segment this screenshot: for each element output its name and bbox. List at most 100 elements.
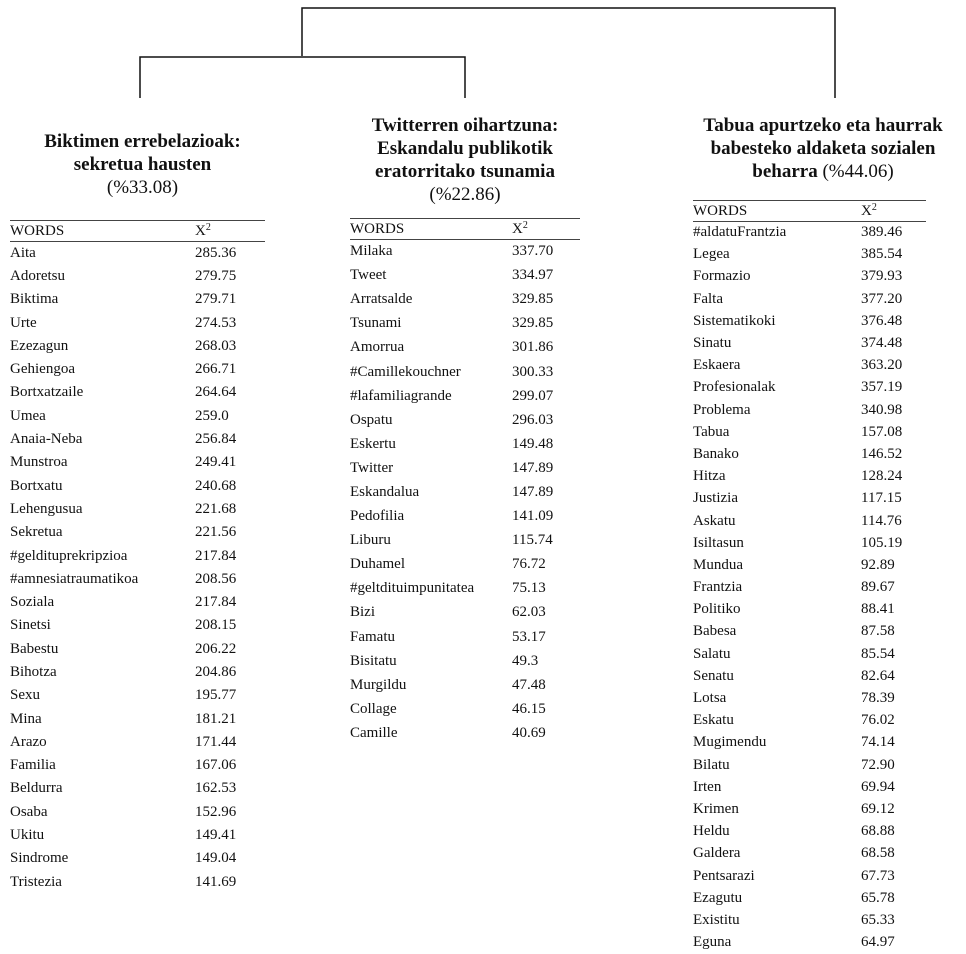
table-row: Camille 40.69 bbox=[350, 721, 580, 745]
table-row: Politiko 88.41 bbox=[693, 599, 926, 621]
chi-square-cell: 128.24 bbox=[861, 468, 903, 485]
table-row: Ezagutu 65.78 bbox=[693, 887, 926, 909]
word-cell: Heldu bbox=[693, 823, 730, 840]
table-row: Frantzia 89.67 bbox=[693, 577, 926, 599]
table-row: Collage 46.15 bbox=[350, 697, 580, 721]
table-header-row: WORDS X2 bbox=[693, 200, 926, 222]
table-row: Mina 181.21 bbox=[10, 707, 265, 730]
word-cell: Sinatu bbox=[693, 335, 732, 352]
cluster-3-rows: #aldatuFrantzia 389.46 Legea 385.54 Formazio… bbox=[693, 222, 926, 954]
cluster-2-title-line-1: Twitterren oihartzuna: bbox=[371, 115, 559, 136]
table-row: Urte 274.53 bbox=[10, 311, 265, 334]
chi-square-cell: 340.98 bbox=[861, 401, 903, 418]
table-row: Mugimendu 74.14 bbox=[693, 732, 926, 754]
cluster-2-heading: Twitterren oihartzuna: Eskandalu publiko… bbox=[345, 114, 585, 206]
word-cell: Ezagutu bbox=[693, 889, 743, 906]
word-cell: Eskaera bbox=[693, 357, 741, 374]
table-row: Mundua 92.89 bbox=[693, 554, 926, 576]
chi-square-cell: 69.94 bbox=[861, 778, 895, 795]
word-cell: Arazo bbox=[10, 733, 47, 750]
word-cell: Murgildu bbox=[350, 676, 407, 693]
word-cell: Sinetsi bbox=[10, 617, 51, 634]
cluster-3-title-line-3: beharra bbox=[752, 161, 818, 182]
word-cell: Bihotza bbox=[10, 663, 57, 680]
table-row: Sindrome 149.04 bbox=[10, 847, 265, 870]
chi-square-cell: 217.84 bbox=[195, 594, 237, 611]
chi-square-cell: 208.15 bbox=[195, 617, 237, 634]
word-cell: Sindrome bbox=[10, 850, 69, 867]
chi-square-cell: 87.58 bbox=[861, 623, 895, 640]
chi-square-cell: 167.06 bbox=[195, 757, 237, 774]
chi-square-cell: 299.07 bbox=[512, 387, 554, 404]
chi-square-cell: 149.41 bbox=[195, 827, 237, 844]
table-row: Biktima 279.71 bbox=[10, 288, 265, 311]
word-cell: Sistematikoki bbox=[693, 312, 776, 329]
word-cell: Ospatu bbox=[350, 411, 393, 428]
chi-square-cell: 301.86 bbox=[512, 339, 554, 356]
chi-square-cell: 82.64 bbox=[861, 667, 895, 684]
word-cell: Sekretua bbox=[10, 524, 63, 541]
chi-square-cell: 149.48 bbox=[512, 435, 554, 452]
table-row: Existitu 65.33 bbox=[693, 909, 926, 931]
table-row: Heldu 68.88 bbox=[693, 821, 926, 843]
word-cell: Tristezia bbox=[10, 873, 62, 890]
chi-square-cell: 65.33 bbox=[861, 911, 895, 928]
chi-square-cell: 72.90 bbox=[861, 756, 895, 773]
table-row: Sekretua 221.56 bbox=[10, 521, 265, 544]
table-row: Duhamel 76.72 bbox=[350, 553, 580, 577]
table-row: Tsunami 329.85 bbox=[350, 312, 580, 336]
word-cell: Salatu bbox=[693, 645, 731, 662]
word-cell: Lotsa bbox=[693, 690, 727, 707]
chi-square-column-header: X2 bbox=[512, 218, 580, 240]
word-cell: Munstroa bbox=[10, 454, 68, 471]
table-header-row: WORDS X2 bbox=[350, 218, 580, 240]
word-cell: Eskatu bbox=[693, 712, 734, 729]
cluster-2-rows: Milaka 337.70 Tweet 334.97 Arratsalde 329.85 T… bbox=[350, 240, 580, 746]
word-cell: #aldatuFrantzia bbox=[693, 224, 787, 241]
chi-superscript: 2 bbox=[871, 201, 877, 213]
table-row: Justizia 117.15 bbox=[693, 488, 926, 510]
word-cell: Mina bbox=[10, 710, 42, 727]
chi-square-cell: 62.03 bbox=[512, 604, 546, 621]
table-row: Murgildu 47.48 bbox=[350, 673, 580, 697]
chi-symbol: X bbox=[512, 220, 523, 237]
table-row: Sexu 195.77 bbox=[10, 684, 265, 707]
table-header-row: WORDS X2 bbox=[10, 220, 265, 242]
word-cell: Osaba bbox=[10, 803, 48, 820]
word-cell: Tsunami bbox=[350, 315, 402, 332]
word-cell: Problema bbox=[693, 401, 751, 418]
table-row: Beldurra 162.53 bbox=[10, 777, 265, 800]
word-cell: #Camillekouchner bbox=[350, 363, 461, 380]
table-row: Ezezagun 268.03 bbox=[10, 335, 265, 358]
table-row: Galdera 68.58 bbox=[693, 843, 926, 865]
chi-square-cell: 141.09 bbox=[512, 508, 554, 525]
chi-square-cell: 115.74 bbox=[512, 532, 553, 549]
words-column-header: WORDS bbox=[350, 218, 512, 240]
word-cell: Existitu bbox=[693, 911, 740, 928]
table-row: Senatu 82.64 bbox=[693, 665, 926, 687]
chi-square-cell: 88.41 bbox=[861, 601, 895, 618]
word-cell: Lehengusua bbox=[10, 500, 83, 517]
word-cell: Justizia bbox=[693, 490, 738, 507]
chi-square-cell: 141.69 bbox=[195, 873, 237, 890]
table-row: Tristezia 141.69 bbox=[10, 871, 265, 894]
table-row: #lafamiliagrande 299.07 bbox=[350, 384, 580, 408]
cluster-1-heading: Biktimen errebelazioak: sekretua hausten… bbox=[10, 130, 275, 199]
word-cell: Krimen bbox=[693, 800, 739, 817]
word-cell: #amnesiatraumatikoa bbox=[10, 570, 139, 587]
table-row: Twitter 147.89 bbox=[350, 456, 580, 480]
words-column-header: WORDS bbox=[10, 220, 195, 242]
cluster-3-title-line-2: babesteko aldaketa sozialen bbox=[710, 138, 936, 159]
table-row: #geltdituimpunitatea 75.13 bbox=[350, 577, 580, 601]
word-cell: Sexu bbox=[10, 687, 40, 704]
word-cell: Eskandalua bbox=[350, 483, 420, 500]
chi-square-cell: 285.36 bbox=[195, 244, 237, 261]
chi-square-cell: 249.41 bbox=[195, 454, 237, 471]
cluster-2-title-line-2: Eskandalu publikotik bbox=[377, 138, 553, 159]
chi-square-cell: 171.44 bbox=[195, 733, 237, 750]
word-cell: Collage bbox=[350, 700, 397, 717]
table-row: Eskaera 363.20 bbox=[693, 355, 926, 377]
chi-square-cell: 40.69 bbox=[512, 724, 546, 741]
chi-square-cell: 49.3 bbox=[512, 652, 539, 669]
